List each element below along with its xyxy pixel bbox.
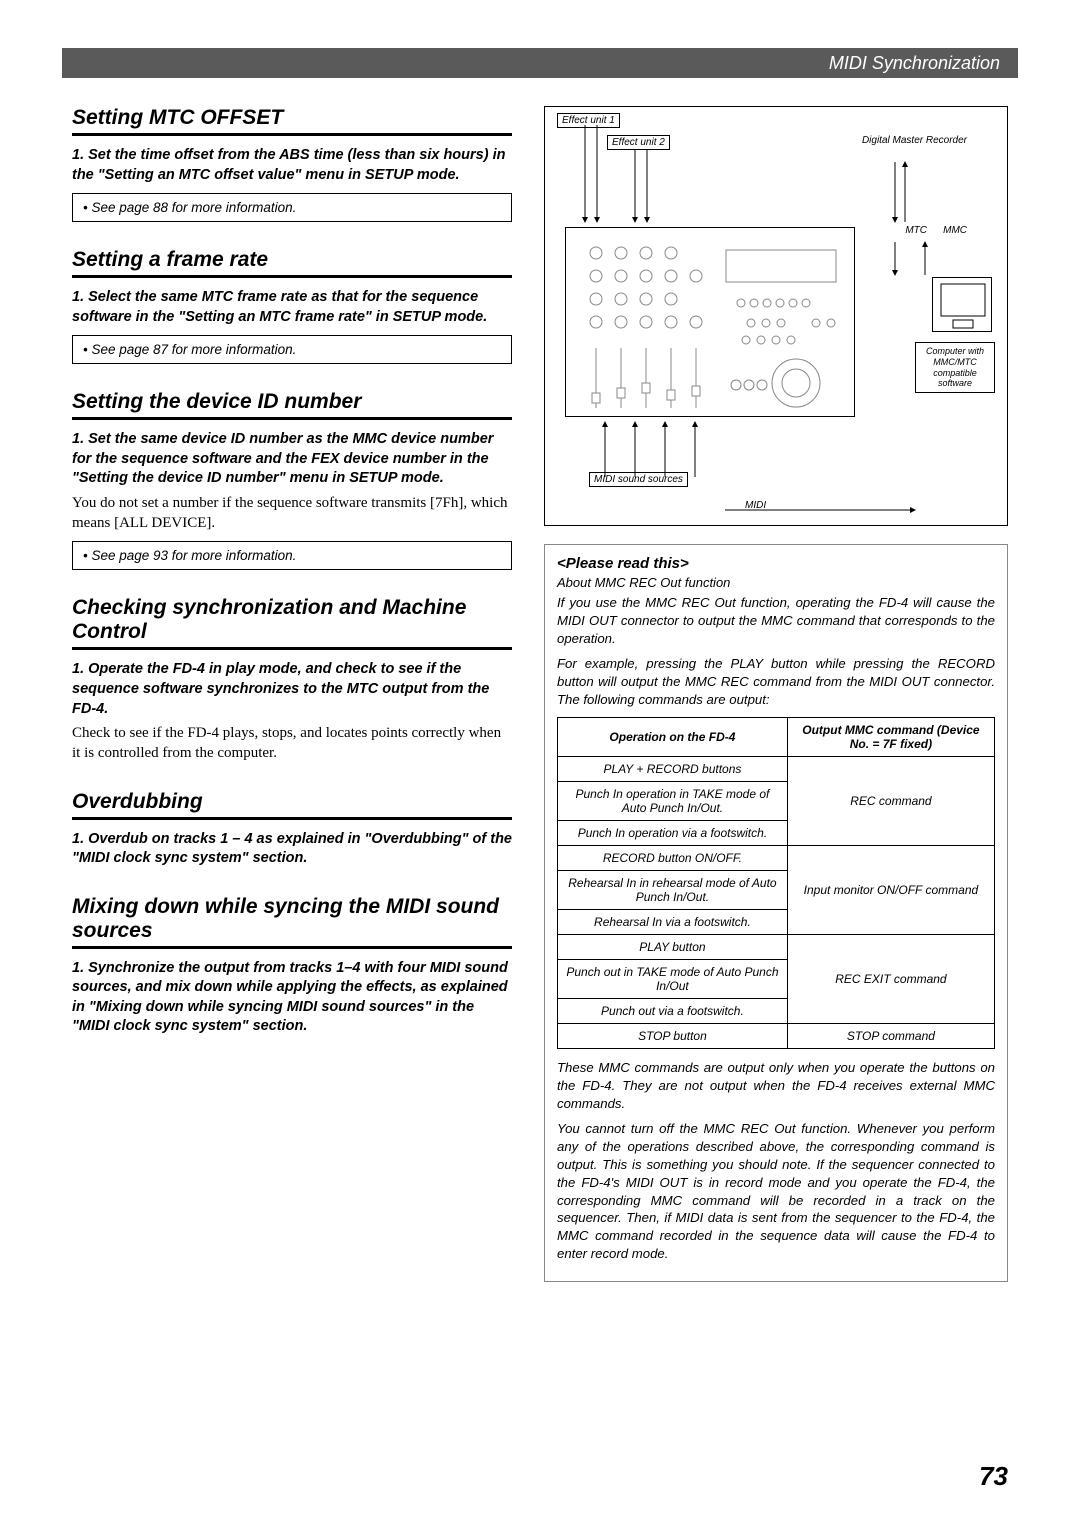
note-box: • See page 93 for more information.: [72, 541, 512, 570]
section-title: Setting MTC OFFSET: [72, 106, 512, 136]
step-text: 1. Set the same device ID number as the …: [72, 430, 512, 489]
cmd-cell: Input monitor ON/OFF command: [787, 845, 994, 934]
section-title: Checking synchronization and Machine Con…: [72, 596, 512, 650]
cmd-cell: REC EXIT command: [787, 934, 994, 1023]
label-effect2: Effect unit 2: [607, 135, 670, 150]
op-cell: PLAY + RECORD buttons: [558, 756, 788, 781]
body-text: Check to see if the FD-4 plays, stops, a…: [72, 723, 512, 764]
device-fd4: [565, 227, 855, 417]
op-cell: Punch out via a footswitch.: [558, 998, 788, 1023]
callout-para: If you use the MMC REC Out function, ope…: [557, 594, 995, 647]
op-cell: Punch In operation in TAKE mode of Auto …: [558, 781, 788, 820]
cmd-cell: STOP command: [787, 1023, 994, 1048]
op-cell: STOP button: [558, 1023, 788, 1048]
step-text: 1. Operate the FD-4 in play mode, and ch…: [72, 660, 512, 719]
note-box: • See page 88 for more information.: [72, 193, 512, 222]
callout-subtitle: About MMC REC Out function: [557, 575, 995, 590]
callout-title: <Please read this>: [557, 555, 995, 572]
section-mtc-offset: Setting MTC OFFSET 1. Set the time offse…: [72, 106, 512, 222]
step-text: 1. Overdub on tracks 1 – 4 as explained …: [72, 830, 512, 869]
table-row: STOP buttonSTOP command: [558, 1023, 995, 1048]
cmd-cell: REC command: [787, 756, 994, 845]
system-diagram: Effect unit 1 Effect unit 2 Digital Mast…: [544, 106, 1008, 526]
step-text: 1. Synchronize the output from tracks 1–…: [72, 959, 512, 1037]
section-mixing-down: Mixing down while syncing the MIDI sound…: [72, 895, 512, 1037]
op-cell: Rehearsal In in rehearsal mode of Auto P…: [558, 870, 788, 909]
table-row: RECORD button ON/OFF.Input monitor ON/OF…: [558, 845, 995, 870]
header-bar: MIDI Synchronization: [62, 48, 1018, 78]
please-read-callout: <Please read this> About MMC REC Out fun…: [544, 544, 1008, 1282]
table-row: PLAY buttonREC EXIT command: [558, 934, 995, 959]
label-mtc: MTC: [905, 225, 927, 236]
op-cell: PLAY button: [558, 934, 788, 959]
section-overdubbing: Overdubbing 1. Overdub on tracks 1 – 4 a…: [72, 790, 512, 869]
table-header: Output MMC command (Device No. = 7F fixe…: [787, 717, 994, 756]
page: MIDI Synchronization Setting MTC OFFSET …: [0, 0, 1080, 1528]
op-cell: Punch In operation via a footswitch.: [558, 820, 788, 845]
step-text: 1. Select the same MTC frame rate as tha…: [72, 288, 512, 327]
label-midi: MIDI: [745, 500, 766, 511]
section-title: Overdubbing: [72, 790, 512, 820]
section-title: Mixing down while syncing the MIDI sound…: [72, 895, 512, 949]
section-frame-rate: Setting a frame rate 1. Select the same …: [72, 248, 512, 364]
callout-para: You cannot turn off the MMC REC Out func…: [557, 1120, 995, 1263]
label-mmc: MMC: [943, 225, 967, 236]
label-sound: MIDI sound sources: [589, 472, 688, 487]
right-column: Effect unit 1 Effect unit 2 Digital Mast…: [544, 106, 1008, 1282]
columns: Setting MTC OFFSET 1. Set the time offse…: [72, 106, 1008, 1282]
device-svg: [566, 228, 856, 418]
step-text: 1. Set the time offset from the ABS time…: [72, 146, 512, 185]
op-cell: Rehearsal In via a footswitch.: [558, 909, 788, 934]
section-title: Setting a frame rate: [72, 248, 512, 278]
callout-para: For example, pressing the PLAY button wh…: [557, 655, 995, 708]
table-row: PLAY + RECORD buttonsREC command: [558, 756, 995, 781]
callout-para: These MMC commands are output only when …: [557, 1059, 995, 1112]
op-cell: Punch out in TAKE mode of Auto Punch In/…: [558, 959, 788, 998]
op-cell: RECORD button ON/OFF.: [558, 845, 788, 870]
section-device-id: Setting the device ID number 1. Set the …: [72, 390, 512, 570]
page-number: 73: [979, 1461, 1008, 1492]
label-recorder: Digital Master Recorder: [862, 135, 967, 147]
section-title: Setting the device ID number: [72, 390, 512, 420]
section-check-sync: Checking synchronization and Machine Con…: [72, 596, 512, 763]
chapter-title: MIDI Synchronization: [829, 53, 1000, 74]
body-text: You do not set a number if the sequence …: [72, 493, 512, 534]
label-effect1: Effect unit 1: [557, 113, 620, 128]
monitor-svg: [933, 278, 993, 333]
device-computer: [932, 277, 992, 332]
table-header-row: Operation on the FD-4 Output MMC command…: [558, 717, 995, 756]
note-box: • See page 87 for more information.: [72, 335, 512, 364]
mmc-command-table: Operation on the FD-4 Output MMC command…: [557, 717, 995, 1049]
left-column: Setting MTC OFFSET 1. Set the time offse…: [72, 106, 512, 1282]
table-header: Operation on the FD-4: [558, 717, 788, 756]
label-computer: Computer with MMC/MTC compatible softwar…: [915, 342, 995, 393]
